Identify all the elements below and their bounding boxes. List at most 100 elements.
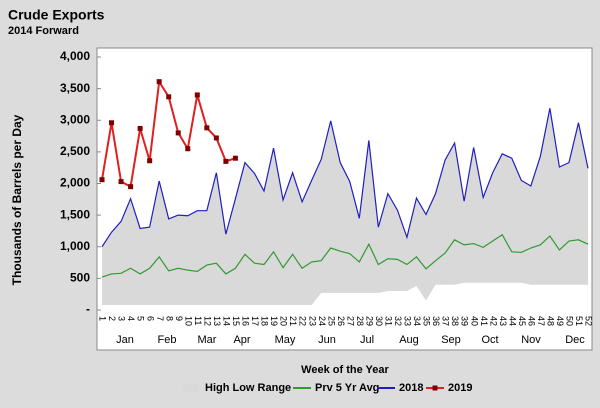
x-tick-label: 18 (260, 316, 270, 326)
series-line (101, 233, 589, 278)
x-tick-label: 15 (231, 316, 241, 326)
x-tick-label: 38 (450, 316, 460, 326)
point (204, 125, 210, 131)
month-label: May (275, 334, 296, 346)
x-tick-label: 12 (202, 316, 212, 326)
y-tick-label: 500 (70, 271, 90, 285)
month-label: Dec (565, 334, 585, 346)
month-label: Jul (360, 334, 374, 346)
x-tick-label: 21 (288, 316, 298, 326)
x-tick-label: 39 (460, 316, 470, 326)
x-tick-label: 3 (117, 316, 127, 321)
x-tick-label: 52 (584, 316, 594, 326)
y-tick-label: 3,000 (60, 112, 90, 126)
month-label: Aug (399, 334, 419, 346)
x-tick-label: 16 (241, 316, 251, 326)
month-label: Nov (521, 334, 541, 346)
x-axis-label: Week of the Year (301, 364, 389, 376)
y-axis-label: Thousands of Barrels per Day (10, 114, 24, 285)
y-tick-label: 1,000 (60, 239, 90, 253)
point (213, 135, 219, 141)
y-tick-label: 2,000 (60, 176, 90, 190)
point (185, 146, 191, 152)
x-tick-label: 48 (546, 316, 556, 326)
x-tick-label: 20 (279, 316, 289, 326)
x-tick-label: 37 (441, 316, 451, 326)
legend-label: High Low Range (205, 382, 291, 394)
month-label: Sep (441, 334, 461, 346)
x-tick-label: 1 (98, 316, 108, 321)
legend-label: Prv 5 Yr Avg (315, 382, 379, 394)
legend-label: 2019 (448, 382, 472, 394)
range-area (102, 108, 588, 305)
month-label: Mar (198, 334, 217, 346)
point (223, 158, 229, 164)
point (175, 130, 181, 136)
month-label: Apr (233, 334, 250, 346)
x-tick-label: 5 (136, 316, 146, 321)
x-tick-label: 45 (517, 316, 527, 326)
x-tick-label: 25 (326, 316, 336, 326)
x-tick-label: 46 (526, 316, 536, 326)
x-tick-label: 17 (250, 316, 260, 326)
x-tick-label: 26 (336, 316, 346, 326)
y-tick-label: 2,500 (60, 144, 90, 158)
x-tick-label: 22 (298, 316, 308, 326)
x-tick-label: 30 (374, 316, 384, 326)
x-tick-label: 23 (307, 316, 317, 326)
chart-subtitle: 2014 Forward (8, 25, 79, 37)
x-tick-label: 29 (364, 316, 374, 326)
chart-title: Crude Exports (8, 7, 105, 23)
x-tick-label: 51 (574, 316, 584, 326)
x-tick-label: 36 (431, 316, 441, 326)
y-tick-label: 4,000 (60, 49, 90, 63)
month-label: Oct (481, 334, 498, 346)
x-tick-label: 14 (222, 316, 232, 326)
x-tick-label: 35 (422, 316, 432, 326)
x-tick-label: 31 (384, 316, 394, 326)
y-tick-label: 1,500 (60, 207, 90, 221)
point (166, 94, 172, 100)
x-tick-label: 34 (412, 316, 422, 326)
point (128, 184, 134, 190)
x-tick-label: 6 (145, 316, 155, 321)
point (232, 155, 238, 161)
x-tick-label: 50 (565, 316, 575, 326)
x-tick-label: 49 (555, 316, 565, 326)
month-label: Feb (158, 334, 177, 346)
point (99, 177, 105, 183)
x-tick-label: 10 (183, 316, 193, 326)
legend-swatch (432, 385, 438, 391)
x-tick-label: 32 (393, 316, 403, 326)
point (156, 79, 162, 85)
point (118, 179, 124, 185)
y-tick-label: 3,500 (60, 81, 90, 95)
point (137, 125, 143, 131)
legend-label: 2018 (399, 382, 423, 394)
x-tick-label: 43 (498, 316, 508, 326)
x-tick-label: 8 (164, 316, 174, 321)
series-line (101, 108, 589, 248)
x-tick-label: 13 (212, 316, 222, 326)
x-tick-label: 7 (155, 316, 165, 321)
x-tick-label: 4 (126, 316, 136, 321)
x-tick-label: 42 (488, 316, 498, 326)
x-tick-label: 27 (345, 316, 355, 326)
legend-swatch (183, 384, 199, 392)
x-tick-label: 2 (107, 316, 117, 321)
x-tick-label: 40 (469, 316, 479, 326)
y-tick-label: - (86, 302, 90, 316)
x-tick-label: 24 (317, 316, 327, 326)
x-tick-label: 28 (355, 316, 365, 326)
point (109, 120, 115, 126)
x-tick-label: 11 (193, 316, 203, 325)
month-label: Jan (116, 334, 134, 346)
x-tick-label: 41 (479, 316, 489, 326)
x-tick-label: 19 (269, 316, 279, 326)
month-label: Jun (318, 334, 336, 346)
point (147, 158, 153, 164)
x-tick-label: 47 (536, 316, 546, 326)
x-tick-label: 33 (403, 316, 413, 326)
x-tick-label: 9 (174, 316, 184, 321)
